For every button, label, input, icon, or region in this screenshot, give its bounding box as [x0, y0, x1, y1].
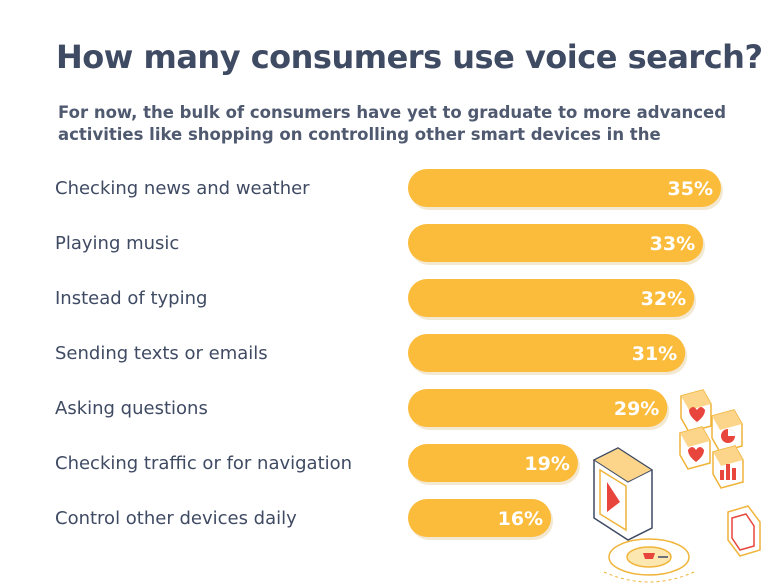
value-label: 29% [614, 398, 659, 420]
phone-icon [727, 505, 761, 557]
bar [408, 334, 686, 372]
value-label: 35% [668, 178, 713, 200]
chart-title: How many consumers use voice search? [56, 38, 763, 76]
heart-icon [680, 389, 712, 433]
bar [408, 224, 704, 262]
smartphone-play-icon [592, 447, 654, 541]
chart-subtitle: For now, the bulk of consumers have yet … [58, 103, 727, 144]
voice-illustration [592, 389, 761, 583]
value-label: 16% [498, 508, 543, 530]
bar-chart-icon [712, 445, 744, 489]
bars-layer: Checking news and weather 35% Playing musi… [55, 169, 723, 540]
pie-chart-icon [711, 409, 743, 453]
category-label: Checking traffic or for navigation [55, 453, 352, 474]
category-label: Asking questions [55, 398, 208, 419]
value-label: 19% [524, 453, 569, 475]
microphone-icon [603, 538, 695, 583]
category-label: Checking news and weather [55, 178, 310, 199]
bar [408, 169, 721, 207]
value-label: 31% [632, 343, 677, 365]
category-label: Playing music [55, 233, 179, 254]
bar [408, 444, 578, 482]
bar [408, 279, 695, 317]
category-label: Sending texts or emails [55, 343, 268, 364]
value-label: 33% [650, 233, 695, 255]
value-label: 32% [641, 288, 686, 310]
category-label: Control other devices daily [55, 508, 297, 529]
category-label: Instead of typing [55, 288, 207, 309]
bar [408, 499, 552, 537]
bar [408, 389, 668, 427]
heart-icon [679, 426, 711, 470]
